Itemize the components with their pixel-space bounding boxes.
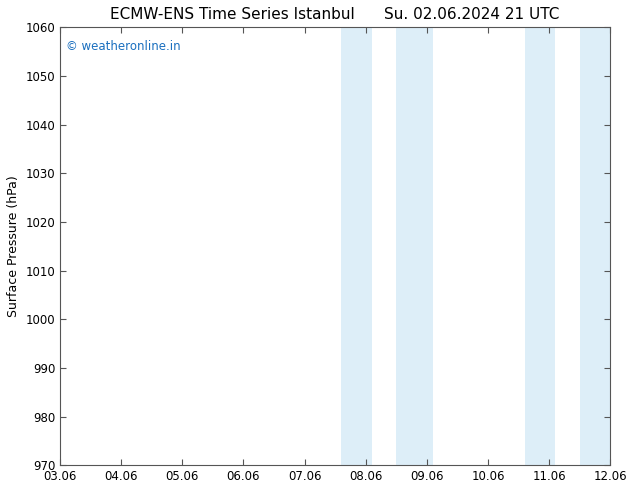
Y-axis label: Surface Pressure (hPa): Surface Pressure (hPa) <box>7 175 20 317</box>
Bar <box>341 27 372 465</box>
Bar <box>579 27 616 465</box>
Text: © weatheronline.in: © weatheronline.in <box>65 40 180 53</box>
Title: ECMW-ENS Time Series Istanbul      Su. 02.06.2024 21 UTC: ECMW-ENS Time Series Istanbul Su. 02.06.… <box>110 7 560 22</box>
Bar <box>525 27 555 465</box>
Bar <box>396 27 433 465</box>
